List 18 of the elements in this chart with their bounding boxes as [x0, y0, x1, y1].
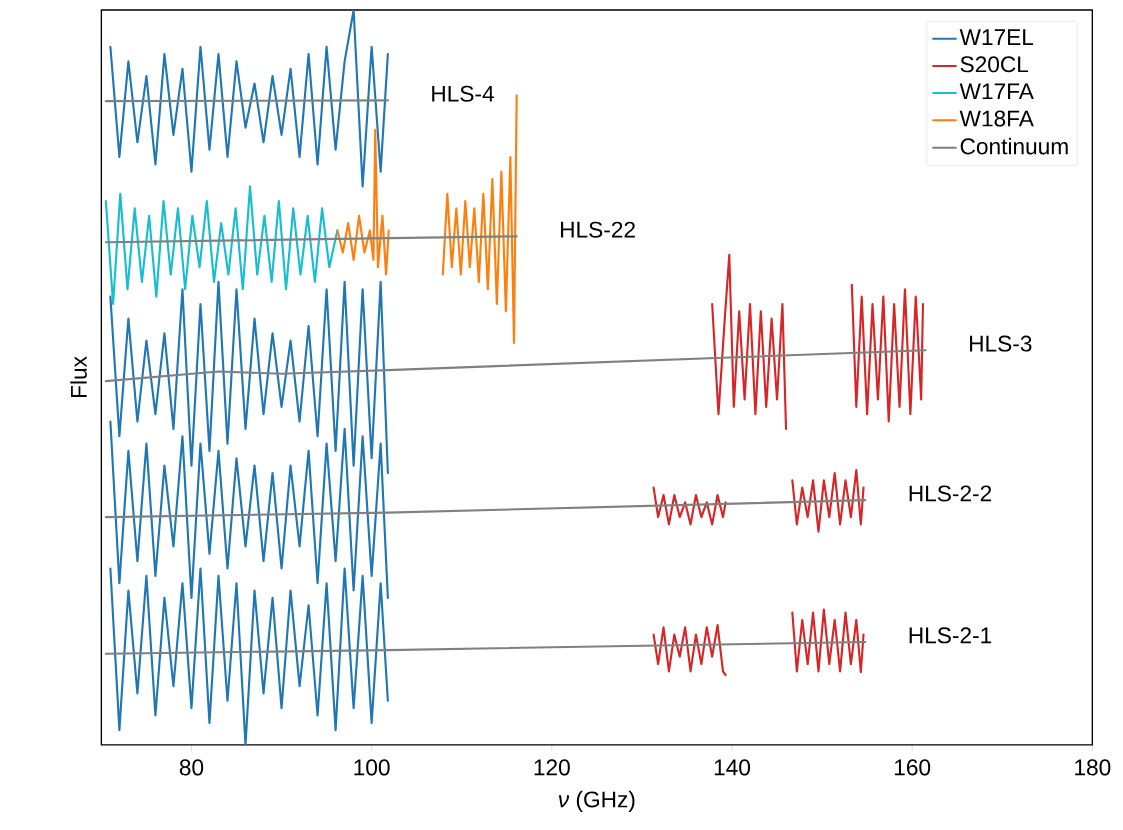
legend-label: Continuum [960, 137, 1068, 155]
y-axis-title: Flux [70, 356, 87, 397]
annotation: HLS-2-1 [909, 627, 992, 644]
x-tick-label: 120 [534, 759, 570, 776]
annotation: HLS-4 [432, 85, 494, 102]
annotation: HLS-22 [561, 221, 635, 238]
x-tick-label: 100 [354, 759, 390, 776]
legend-label: W17EL [959, 29, 1034, 45]
x-tick-label: 160 [894, 759, 931, 776]
legend-label: W18FA [959, 110, 1034, 127]
annotation: HLS-3 [970, 335, 1032, 352]
x-tick-label: 180 [1075, 759, 1111, 776]
x-tick-label: 140 [714, 759, 751, 776]
legend-label: W17FA [959, 83, 1034, 100]
legend-label: S20CL [960, 56, 1029, 73]
x-axis-title: ν (GHz) [558, 790, 635, 812]
annotation: HLS-2-2 [909, 485, 992, 502]
x-tick-label: 80 [179, 759, 204, 776]
